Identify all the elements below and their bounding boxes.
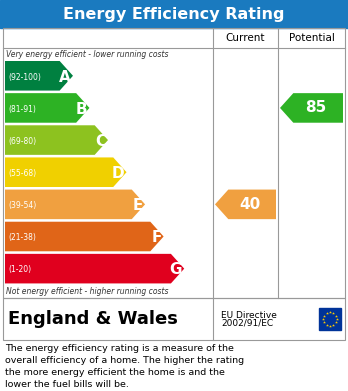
Polygon shape [215,190,276,219]
Bar [0,0,348,28]
Text: D: D [112,166,125,181]
Text: G: G [170,262,182,278]
Text: A: A [59,70,71,84]
Text: Potential: Potential [288,33,334,43]
Text: (81-91): (81-91) [8,105,36,114]
Text: (92-100): (92-100) [8,73,41,82]
Text: (55-68): (55-68) [8,169,36,178]
Text: (1-20): (1-20) [8,265,31,274]
Text: (21-38): (21-38) [8,233,36,242]
Polygon shape [5,254,184,283]
Text: 2002/91/EC: 2002/91/EC [221,319,273,328]
Polygon shape [5,222,164,251]
Text: Very energy efficient - lower running costs: Very energy efficient - lower running co… [6,50,168,59]
Bar [3,298,345,340]
Polygon shape [5,93,89,123]
Text: (69-80): (69-80) [8,137,36,146]
Text: C: C [95,134,106,149]
Text: EU Directive: EU Directive [221,310,277,319]
Polygon shape [280,93,343,123]
Text: F: F [151,230,161,245]
Text: 85: 85 [305,100,326,115]
Bar [3,28,345,298]
Polygon shape [5,158,127,187]
Text: England & Wales: England & Wales [8,310,178,328]
Polygon shape [5,190,145,219]
Text: Energy Efficiency Rating: Energy Efficiency Rating [63,7,285,22]
Polygon shape [5,61,73,91]
Text: Not energy efficient - higher running costs: Not energy efficient - higher running co… [6,287,168,296]
Polygon shape [5,125,108,155]
Text: The energy efficiency rating is a measure of the
overall efficiency of a home. T: The energy efficiency rating is a measur… [5,344,244,389]
Text: 40: 40 [239,197,260,212]
Text: (39-54): (39-54) [8,201,36,210]
Text: E: E [133,198,143,213]
Text: Current: Current [226,33,265,43]
Text: B: B [76,102,87,117]
Bar [319,308,341,330]
